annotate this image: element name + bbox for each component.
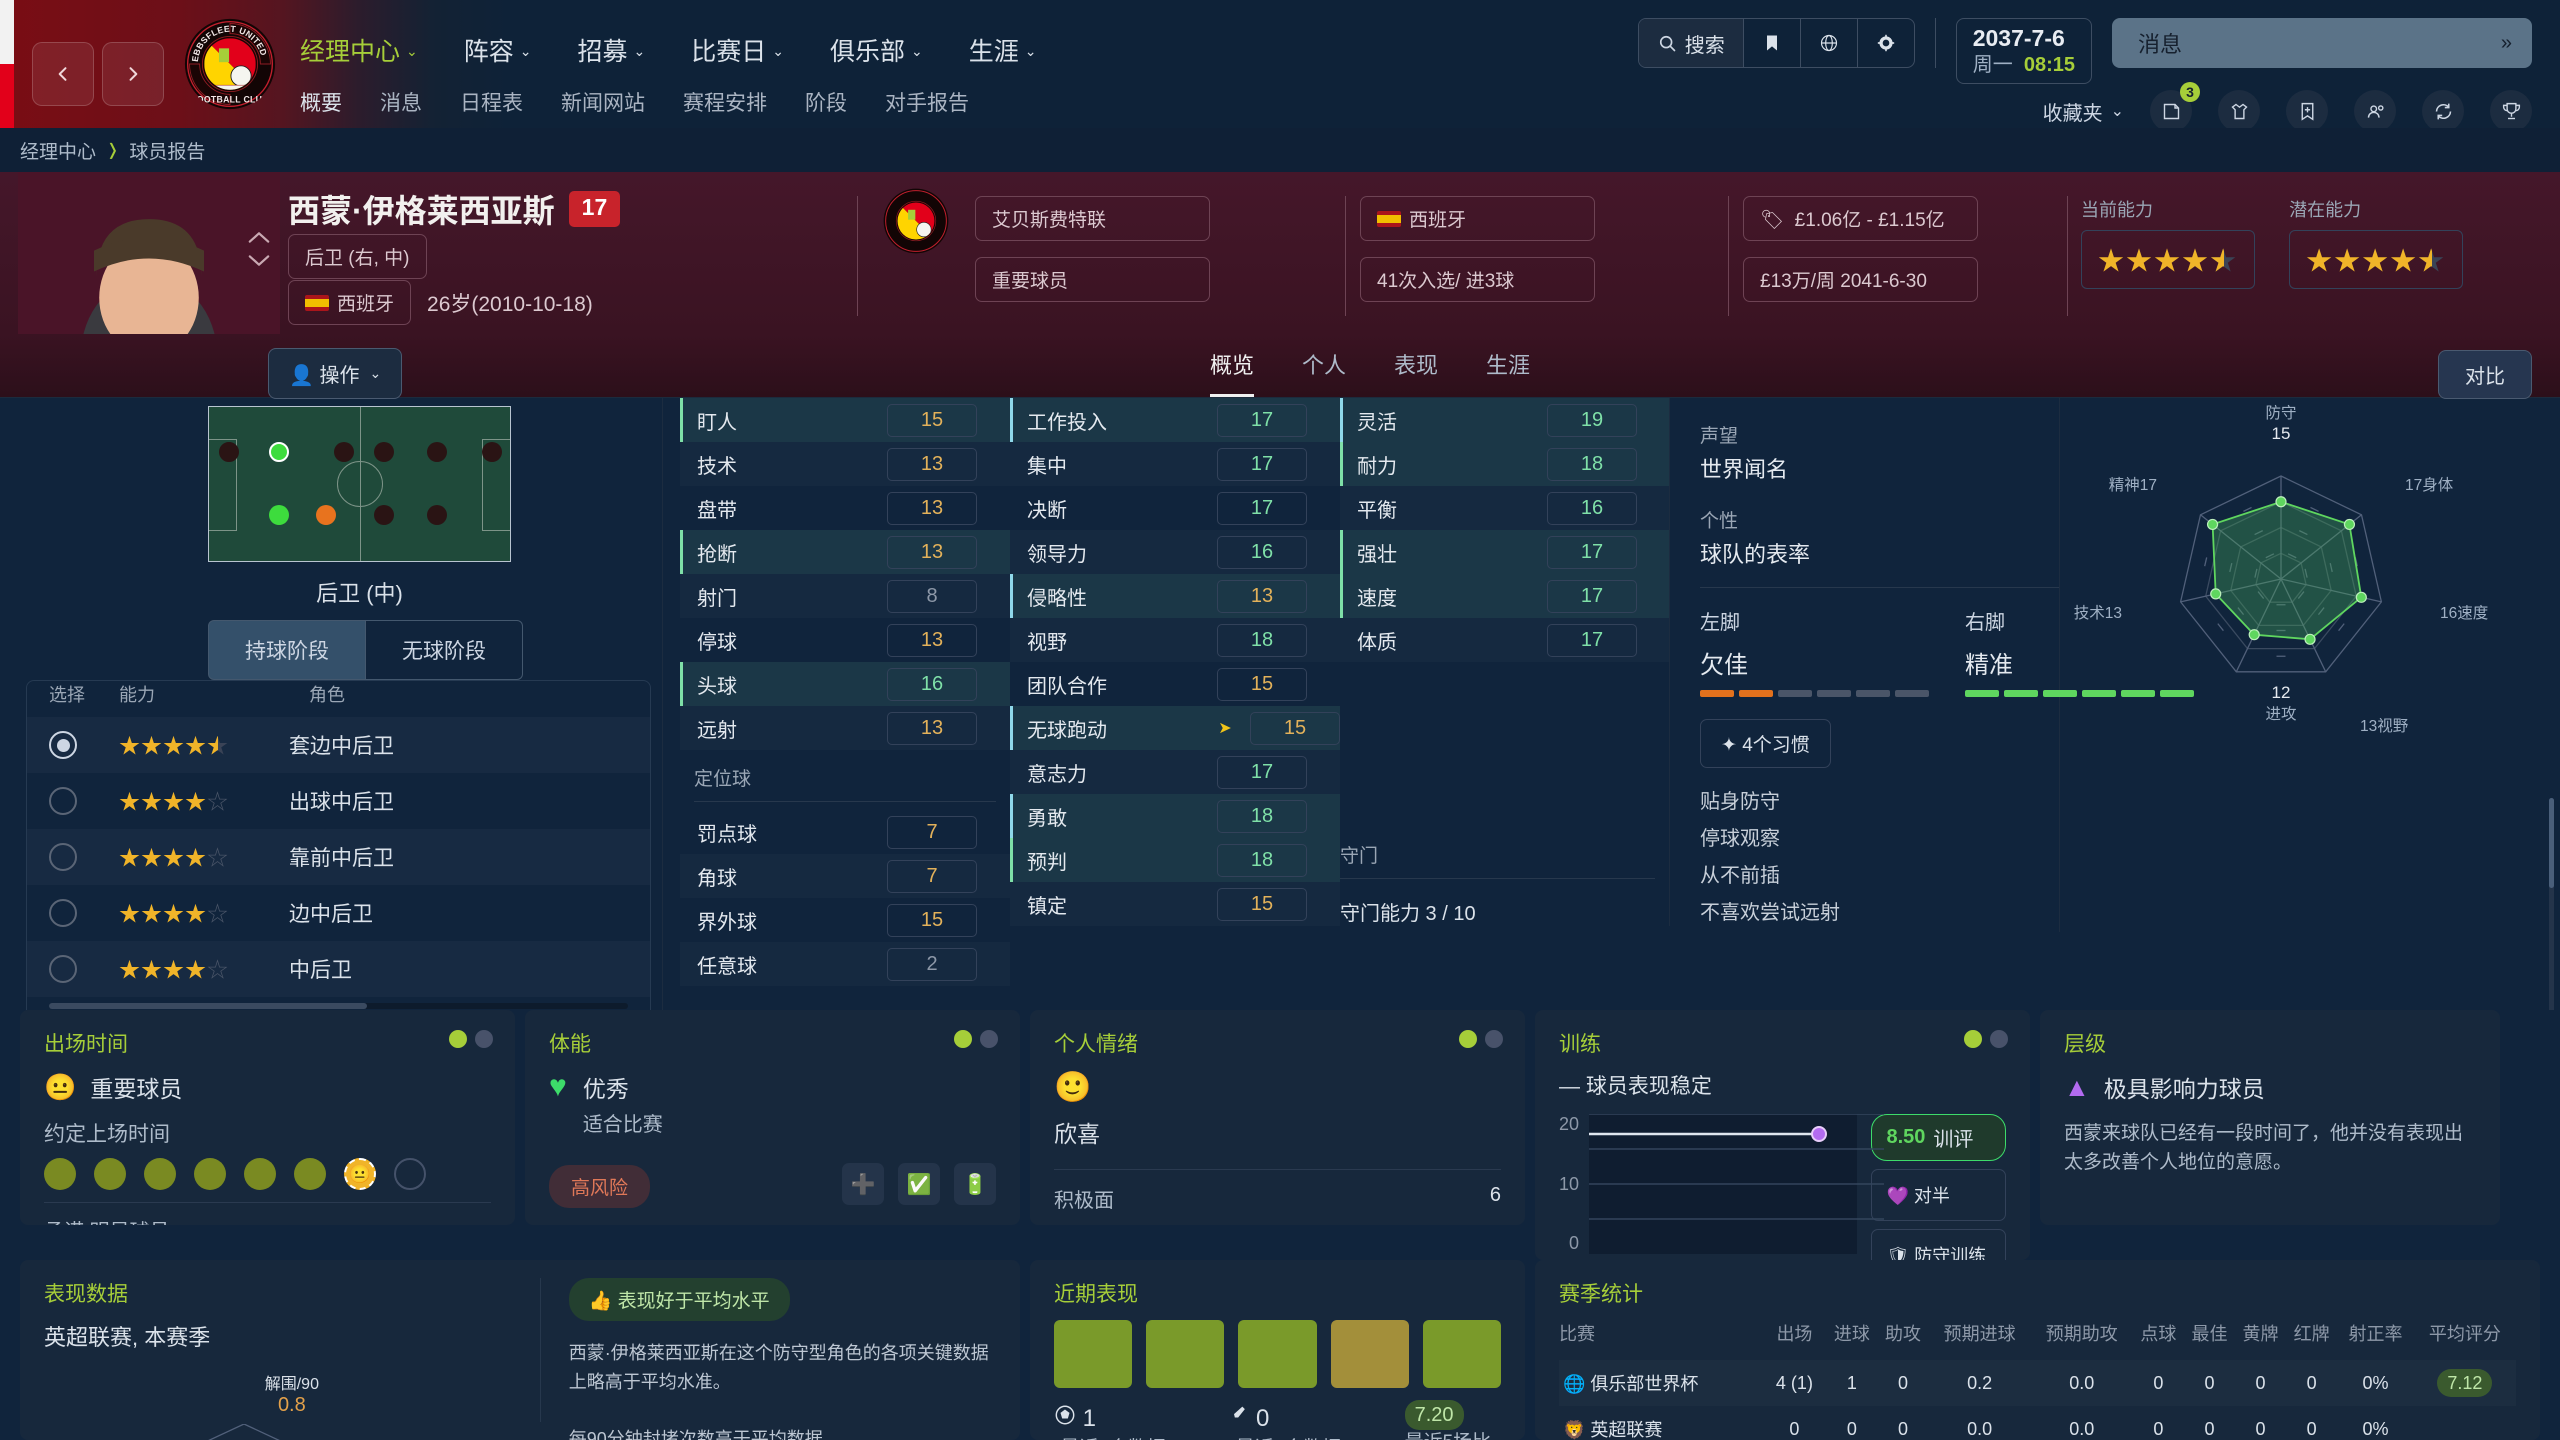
svg-text:16速度: 16速度 [2440, 604, 2488, 622]
svg-text:13视野: 13视野 [2360, 717, 2409, 735]
svg-text:FOOTBALL CLUB: FOOTBALL CLUB [191, 95, 269, 105]
svg-text:17身体: 17身体 [2405, 476, 2454, 494]
svg-text:精神17: 精神17 [2109, 476, 2157, 494]
svg-text:技术13: 技术13 [2074, 604, 2122, 622]
